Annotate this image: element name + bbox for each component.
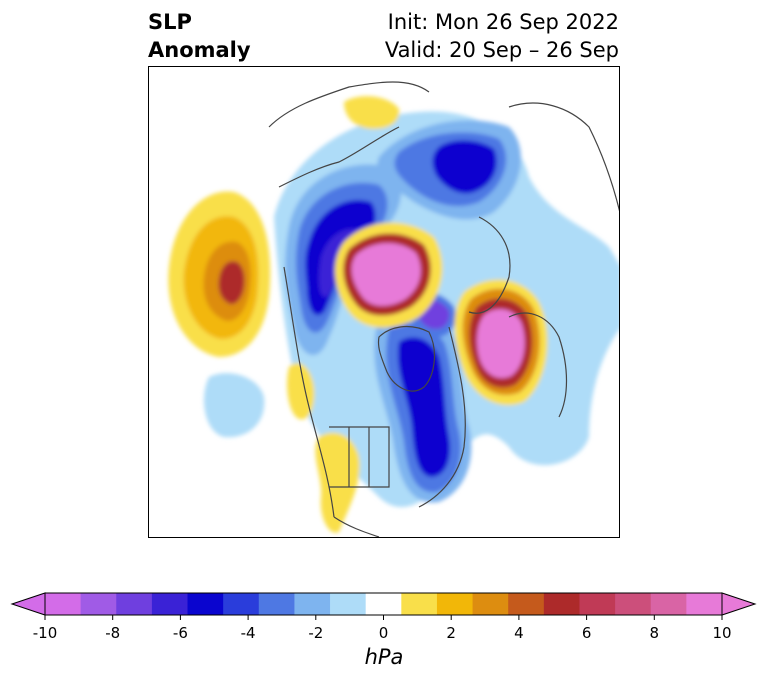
title-line-1: SLP [148,10,192,34]
colorbar-swatch [151,593,189,615]
colorbar-extend-min [10,592,46,616]
colorbar-tick-label: 10 [712,624,731,642]
colorbar-swatch [579,593,616,615]
colorbar-swatch [615,593,652,615]
anomaly-field [168,96,619,533]
colorbar-tick-label: -6 [173,624,188,642]
colorbar-swatch [330,593,367,615]
colorbar-tick-label: -10 [33,624,58,642]
colorbar-extend-max [721,592,757,616]
colorbar-swatch [80,593,117,615]
colorbar-swatch [365,593,402,615]
colorbar-tick-label: -4 [241,624,256,642]
colorbar: -10 -8 -6 -4 -2 0 2 4 6 8 10 [10,592,757,642]
colorbar-swatch [436,593,474,615]
title-line-2: Anomaly [148,38,251,62]
colorbar-swatch [258,593,295,615]
colorbar-tick-label: -2 [308,624,323,642]
colorbar-unit: hPa [364,645,404,669]
colorbar-tick-label: -8 [105,624,120,642]
positive-anomaly-siberia [344,96,400,129]
colorbar-swatch [187,593,224,615]
colorbar-swatch [116,593,153,615]
colorbar-swatch [401,593,438,615]
valid-range: Valid: 20 Sep – 26 Sep [384,38,619,62]
colorbar-swatch [472,593,509,615]
anomaly-map [148,66,620,538]
colorbar-swatch [508,593,545,615]
colorbar-tick-label: 4 [514,624,524,642]
colorbar-swatch [686,593,723,615]
colorbar-tick-label: 6 [582,624,592,642]
map-title: SLP Anomaly [148,8,251,64]
colorbar-swatch [223,593,260,615]
positive-anomaly-westcoast [287,363,315,420]
colorbar-tick-label: 8 [650,624,660,642]
map-canvas [168,81,619,537]
colorbar-swatch [45,593,82,615]
colorbar-tick-label: 0 [379,624,389,642]
init-date: Init: Mon 26 Sep 2022 [387,10,619,34]
colorbar-swatch [543,593,580,615]
colorbar-ticks: -10 -8 -6 -4 -2 0 2 4 6 8 10 [33,615,732,642]
colorbar-swatch [650,593,687,615]
positive-anomaly-usa [315,432,360,533]
negative-anomaly-pacific [204,373,265,438]
colorbar-tick-label: 2 [446,624,456,642]
date-info: Init: Mon 26 Sep 2022 Valid: 20 Sep – 26… [385,8,619,64]
colorbar-swatch [294,593,331,615]
coastlines [268,81,619,537]
colorbar-swatches [45,593,723,615]
